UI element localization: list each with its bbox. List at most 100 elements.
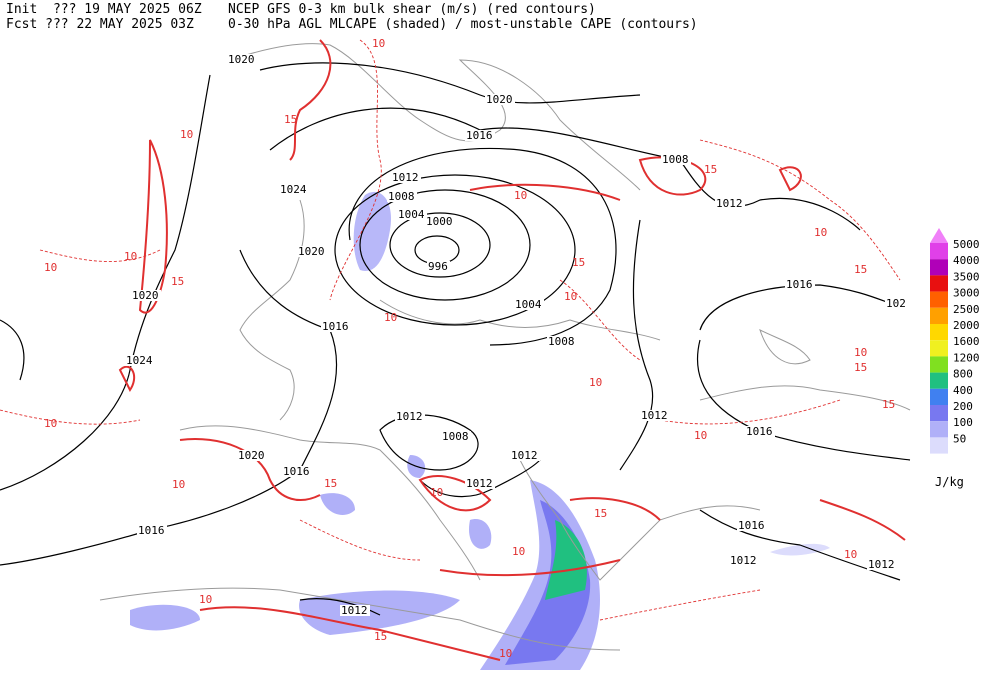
label-bg xyxy=(465,130,495,141)
legend-swatch xyxy=(930,275,948,292)
label-bg xyxy=(485,94,515,105)
shear-label: 15 xyxy=(854,361,867,374)
pressure-label: 1020 xyxy=(238,449,265,462)
shear-label: 10 xyxy=(124,250,137,263)
header-init: Init ??? 19 MAY 2025 06Z xyxy=(6,2,202,17)
coastlines xyxy=(99,43,911,651)
isobars xyxy=(0,62,911,616)
label-bg xyxy=(441,431,471,442)
shear-label: 15 xyxy=(324,477,337,490)
label-bg xyxy=(465,478,495,489)
shear-label: 10 xyxy=(384,311,397,324)
pressure-label: 1000 xyxy=(426,215,453,228)
pressure-label: 1008 xyxy=(548,335,575,348)
shear-label: 15 xyxy=(854,263,867,276)
legend-swatch xyxy=(930,356,948,373)
shear-label: 10 xyxy=(694,429,707,442)
legend-label: 3500 xyxy=(953,270,980,283)
shear-label: 15 xyxy=(704,163,717,176)
label-bg xyxy=(395,411,425,422)
label-bg xyxy=(547,336,577,347)
label-bg xyxy=(340,605,370,616)
legend-swatch xyxy=(930,421,948,438)
shear-label: 10 xyxy=(499,647,512,660)
legend-top-triangle xyxy=(930,228,948,243)
legend-label: 2500 xyxy=(953,303,980,316)
label-bg xyxy=(387,191,417,202)
shear-label: 10 xyxy=(180,128,193,141)
legend-label: 2000 xyxy=(953,319,980,332)
shear-label: 10 xyxy=(844,548,857,561)
pressure-label: 1012 xyxy=(730,554,757,567)
header-product: NCEP GFS 0-3 km bulk shear (m/s) (red co… xyxy=(228,2,596,17)
legend-swatch xyxy=(930,291,948,308)
legend-swatch xyxy=(930,388,948,405)
pressure-label: 1008 xyxy=(388,190,415,203)
pressure-label: 1012 xyxy=(341,604,368,617)
pressure-label: 102 xyxy=(886,297,906,310)
label-bg xyxy=(640,410,670,421)
shear-label: 15 xyxy=(594,507,607,520)
label-bg xyxy=(737,520,767,531)
pressure-label: 1012 xyxy=(466,477,493,490)
pressure-label: 1008 xyxy=(662,153,689,166)
header-fcst: Fcst ??? 22 MAY 2025 03Z xyxy=(6,17,194,32)
shear-label: 10 xyxy=(199,593,212,606)
legend-label: 100 xyxy=(953,416,973,429)
pressure-label: 1020 xyxy=(132,289,159,302)
label-bg xyxy=(137,525,167,536)
shear-contours xyxy=(0,39,906,661)
label-bg xyxy=(510,450,540,461)
legend-swatch xyxy=(930,437,948,454)
shear-label: 10 xyxy=(172,478,185,491)
label-bg xyxy=(729,555,759,566)
pressure-label: 1016 xyxy=(283,465,310,478)
label-bg xyxy=(279,184,309,195)
shear-label: 10 xyxy=(854,346,867,359)
pressure-label: 1024 xyxy=(126,354,153,367)
shear-label: 10 xyxy=(814,226,827,239)
pressure-label: 1016 xyxy=(322,320,349,333)
shear-label: 15 xyxy=(374,630,387,643)
pressure-label: 1004 xyxy=(398,208,425,221)
label-bg xyxy=(785,279,815,290)
label-bg xyxy=(867,559,897,570)
label-bg xyxy=(427,261,450,272)
legend-unit: J/kg xyxy=(935,475,964,489)
label-bg xyxy=(227,54,257,65)
legend-swatch xyxy=(930,340,948,357)
pressure-label: 1008 xyxy=(442,430,469,443)
shear-label: 10 xyxy=(512,545,525,558)
pressure-label: 1012 xyxy=(396,410,423,423)
label-bg xyxy=(715,198,745,209)
shear-label: 15 xyxy=(572,256,585,269)
shear-label: 15 xyxy=(882,398,895,411)
legend-swatch xyxy=(930,243,948,260)
pressure-label: 1016 xyxy=(466,129,493,142)
shear-label: 10 xyxy=(430,486,443,499)
pressure-label: 1016 xyxy=(138,524,165,537)
legend-label: 1200 xyxy=(953,351,980,364)
legend-label: 200 xyxy=(953,400,973,413)
pressure-label: 1016 xyxy=(786,278,813,291)
label-bg xyxy=(391,172,421,183)
pressure-label: 1020 xyxy=(298,245,325,258)
label-bg xyxy=(425,216,455,227)
legend-swatch xyxy=(930,307,948,324)
shear-label: 10 xyxy=(514,189,527,202)
pressure-label: 1012 xyxy=(511,449,538,462)
pressure-label: 1012 xyxy=(868,558,895,571)
shear-label: 10 xyxy=(589,376,602,389)
legend-label: 5000 xyxy=(953,238,980,251)
label-bg xyxy=(745,426,775,437)
pressure-label: 1020 xyxy=(486,93,513,106)
pressure-label: 1016 xyxy=(738,519,765,532)
legend-label: 4000 xyxy=(953,254,980,267)
label-bg xyxy=(297,246,327,257)
legend-swatch xyxy=(930,259,948,276)
shear-label: 10 xyxy=(44,261,57,274)
label-bg xyxy=(661,154,691,165)
label-bg xyxy=(885,298,908,309)
label-bg xyxy=(321,321,351,332)
